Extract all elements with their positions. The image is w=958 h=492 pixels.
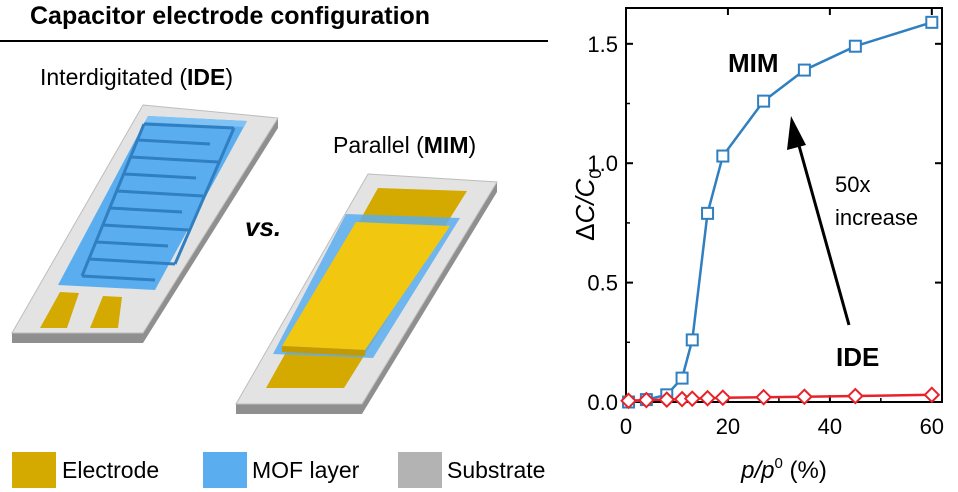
mim-point — [925, 15, 939, 29]
mim-top-electrode-edge — [282, 346, 365, 356]
legend-swatch-mof — [203, 452, 247, 488]
mim-label-bold: MIM — [423, 132, 469, 158]
capacitance-chart: 0 20 40 60 0.0 0.5 1.0 1.5 p/p0 (%) ΔC/C0 MIM IDE 50… — [570, 7, 944, 484]
mim-label-suffix: ) — [468, 132, 477, 158]
title-divider — [0, 40, 548, 42]
y-tick-label: 1.5 — [587, 32, 618, 57]
vs-label: vs. — [245, 212, 282, 242]
mim-point — [675, 371, 689, 385]
ide-fingers — [80, 122, 236, 282]
ide-device — [11, 104, 279, 343]
y-axis-title: ΔC/C0 — [570, 169, 605, 241]
legend-label-electrode: Electrode — [62, 457, 160, 483]
mim-point — [716, 149, 730, 163]
ide-label: Interdigitated (IDE) — [40, 64, 233, 91]
legend-label-mof: MOF layer — [252, 457, 360, 483]
ide-point — [714, 389, 732, 407]
increase-arrow-shaft — [796, 141, 851, 326]
ide-point — [683, 390, 701, 408]
legend-label-substrate: Substrate — [447, 457, 546, 483]
increase-arrow-head — [787, 116, 806, 150]
ide-point — [795, 388, 813, 406]
increase-annotation-line1: 50x — [835, 172, 870, 197]
mim-label: Parallel (MIM) — [333, 132, 476, 159]
mim-point — [685, 333, 699, 347]
ide-point — [699, 389, 716, 407]
x-tick-label: 60 — [920, 414, 944, 439]
ide-annotation: IDE — [836, 342, 879, 372]
mim-point — [757, 94, 771, 108]
mim-point — [701, 206, 715, 220]
chart-labels: 0 20 40 60 0.0 0.5 1.0 1.5 p/p0 (%) ΔC/C0 MIM IDE 50… — [570, 32, 944, 484]
device-diagrams — [11, 104, 498, 414]
ide-label-prefix: Interdigitated ( — [40, 64, 188, 90]
ide-point — [923, 386, 941, 404]
mim-top-electrode — [282, 222, 450, 350]
legend-swatch-substrate — [398, 452, 442, 488]
ide-pad-left — [40, 292, 79, 328]
x-tick-label: 40 — [818, 414, 842, 439]
chart-series — [620, 15, 941, 410]
panel-title: Capacitor electrode configuration — [30, 2, 431, 30]
ide-pad-right — [90, 296, 122, 328]
x-axis-title: p/p0 (%) — [740, 455, 827, 484]
ide-point — [755, 388, 773, 406]
mim-annotation: MIM — [728, 48, 779, 78]
x-tick-label: 0 — [620, 414, 632, 439]
ide-point — [658, 391, 676, 409]
plot-frame — [625, 7, 943, 403]
ide-label-bold: IDE — [187, 64, 226, 90]
mim-label-prefix: Parallel ( — [333, 132, 424, 158]
ide-point — [637, 391, 655, 409]
y-tick-label: 1.0 — [587, 151, 618, 176]
mim-point — [797, 63, 811, 77]
x-tick-label: 20 — [716, 414, 740, 439]
increase-annotation-line2: increase — [835, 205, 918, 230]
mim-device — [235, 173, 498, 414]
ide-mof-top-edge — [145, 116, 247, 127]
y-tick-label: 0.0 — [587, 390, 618, 415]
legend-swatch-electrode — [12, 452, 56, 488]
ide-point — [620, 392, 637, 410]
y-tick-label: 0.5 — [587, 271, 618, 296]
ide-point — [846, 387, 864, 405]
ide-label-suffix: ) — [225, 64, 234, 90]
mim-point — [848, 39, 862, 53]
